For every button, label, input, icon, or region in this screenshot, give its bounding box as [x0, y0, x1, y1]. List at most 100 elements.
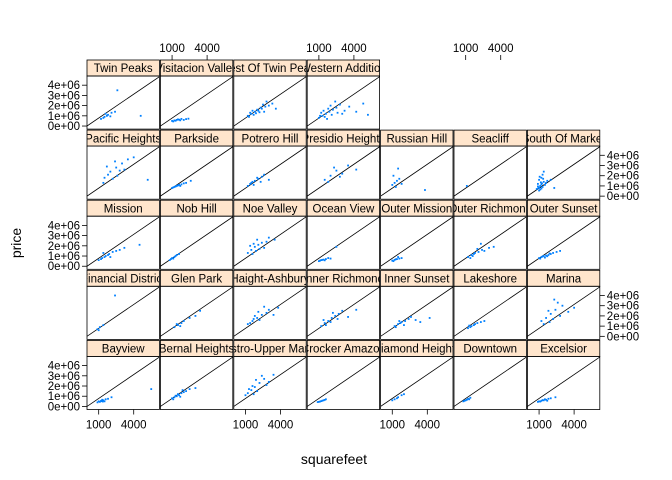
panel-border	[233, 75, 307, 130]
x-axis-bottom-col-2: 1000 4000	[233, 409, 293, 432]
y-tick-label: 4e+06	[48, 80, 80, 92]
data-point	[257, 109, 260, 112]
y-tick-label: 0e+00	[48, 401, 80, 413]
data-point	[244, 394, 247, 397]
data-point	[256, 390, 259, 393]
reference-line	[307, 216, 380, 267]
y-tick-label: 4e+06	[607, 150, 639, 162]
data-point	[182, 182, 185, 185]
data-point	[477, 251, 480, 253]
data-point	[492, 245, 495, 248]
panel-south-of-market: South Of Market	[527, 129, 601, 200]
plot-region	[233, 286, 307, 337]
data-point	[182, 391, 185, 394]
panel-visitacion-valley: Visitacion Valley	[155, 59, 238, 130]
data-point	[96, 328, 99, 331]
data-point	[249, 322, 252, 324]
strip-label: Haight-Ashbury	[230, 274, 310, 286]
x-tick-label: 1000	[526, 420, 552, 432]
strip-label: Visitacion Valley	[155, 63, 238, 75]
y-tick-label: 2e+06	[607, 171, 639, 183]
data-point	[544, 256, 546, 259]
data-point	[549, 253, 552, 255]
data-point	[246, 392, 249, 395]
strip-label: Pacific Heights	[85, 133, 161, 145]
data-point	[396, 258, 398, 260]
panel-border	[159, 145, 234, 200]
data-point	[555, 251, 558, 253]
data-point	[476, 247, 479, 250]
data-point	[545, 398, 547, 401]
data-point	[320, 325, 323, 328]
data-point	[171, 187, 173, 189]
panel-castro-upper-market: Castro-Upper Market	[233, 339, 307, 410]
data-point	[182, 119, 185, 121]
reference-line	[380, 286, 454, 337]
data-point	[104, 255, 107, 257]
data-point	[100, 400, 103, 403]
data-point	[540, 183, 543, 186]
data-point	[545, 317, 547, 319]
data-point	[260, 374, 263, 377]
plot-region	[160, 146, 233, 197]
data-point	[98, 400, 101, 403]
data-point	[251, 253, 254, 255]
reference-line	[307, 146, 380, 197]
data-point	[403, 393, 405, 396]
data-point	[96, 401, 99, 404]
data-point	[329, 104, 332, 107]
data-point	[323, 259, 326, 262]
data-point	[330, 317, 333, 319]
data-point	[341, 309, 344, 312]
reference-line	[87, 286, 160, 337]
data-point	[177, 393, 179, 396]
panel-marina: Marina	[527, 269, 601, 340]
panel-bayview: Bayview	[86, 339, 160, 410]
plot-region	[380, 146, 454, 197]
panel-border	[86, 355, 160, 410]
data-point	[561, 304, 564, 307]
data-point	[329, 321, 332, 323]
data-point	[267, 236, 270, 239]
panel-border	[380, 145, 454, 200]
data-point	[252, 318, 255, 320]
data-point	[194, 387, 197, 389]
data-point	[172, 257, 175, 260]
data-point	[259, 106, 262, 109]
data-point	[185, 390, 187, 393]
data-point	[553, 187, 556, 189]
data-point	[118, 169, 121, 172]
strip-label: Parkside	[174, 133, 219, 145]
data-point	[465, 398, 468, 401]
data-point	[400, 321, 403, 323]
data-point	[474, 323, 476, 325]
data-point	[535, 188, 538, 190]
data-point	[168, 259, 171, 262]
panel-border	[453, 145, 527, 200]
reference-line	[380, 146, 454, 197]
data-point	[173, 256, 176, 258]
data-point	[323, 115, 326, 118]
data-point	[172, 186, 175, 189]
data-point	[175, 254, 178, 256]
data-point	[333, 166, 335, 169]
reference-line	[233, 146, 307, 197]
data-point	[391, 184, 394, 186]
x-tick-label: 4000	[194, 43, 220, 55]
data-point	[102, 399, 105, 402]
data-point	[481, 248, 483, 251]
data-point	[391, 399, 394, 402]
data-point	[327, 320, 330, 322]
plot-region	[454, 356, 527, 407]
plot-region	[233, 216, 307, 267]
data-point	[541, 399, 544, 402]
data-point	[103, 256, 106, 258]
x-axis-top-col-3: 1000 4000	[306, 43, 367, 60]
data-point	[173, 396, 176, 399]
panel-border	[86, 285, 160, 340]
data-point	[262, 103, 264, 106]
data-point	[188, 388, 191, 390]
data-point	[260, 313, 263, 316]
data-point	[250, 181, 253, 184]
data-point	[105, 114, 108, 117]
